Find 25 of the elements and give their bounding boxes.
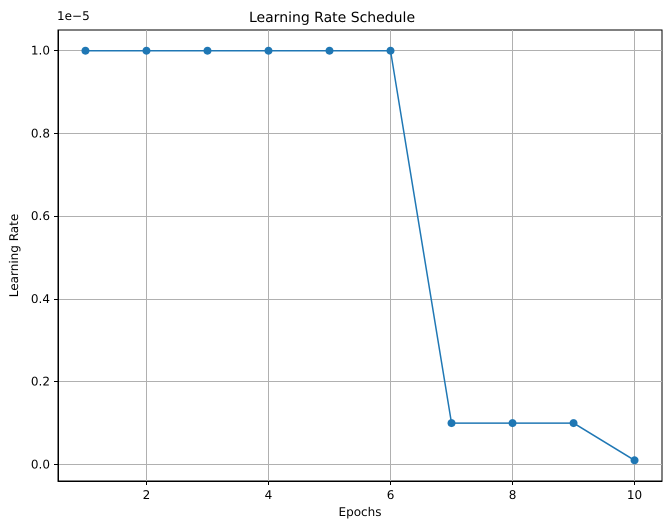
point: [326, 46, 334, 55]
point: [264, 46, 272, 55]
point: [630, 456, 639, 464]
x-axis-title: Epochs: [338, 504, 382, 519]
chart-title: Learning Rate Schedule: [248, 10, 416, 26]
x-tick-label: 2: [142, 488, 150, 502]
text: 1e−5: [57, 9, 90, 23]
point: [142, 46, 150, 55]
x-tick-label: 6: [386, 488, 394, 502]
point: [570, 419, 578, 428]
y-tick-label: 0.0: [30, 457, 50, 472]
y-tick-label: 0.8: [30, 126, 50, 140]
x-tick-label: 4: [264, 488, 272, 502]
point: [81, 46, 90, 55]
y-tick-label: 0.2: [30, 374, 50, 389]
y-tick-label: 1.0: [30, 44, 50, 58]
x-tick-label: 10: [626, 488, 642, 502]
x-tick-label: 8: [508, 488, 516, 502]
point: [203, 46, 212, 55]
y-tick-label: 0.6: [30, 209, 50, 224]
point: [386, 46, 395, 55]
y-tick-label: 0.4: [30, 292, 50, 306]
point: [508, 419, 517, 428]
point: [448, 419, 456, 428]
y-axis-title: Learning Rate: [7, 214, 21, 298]
